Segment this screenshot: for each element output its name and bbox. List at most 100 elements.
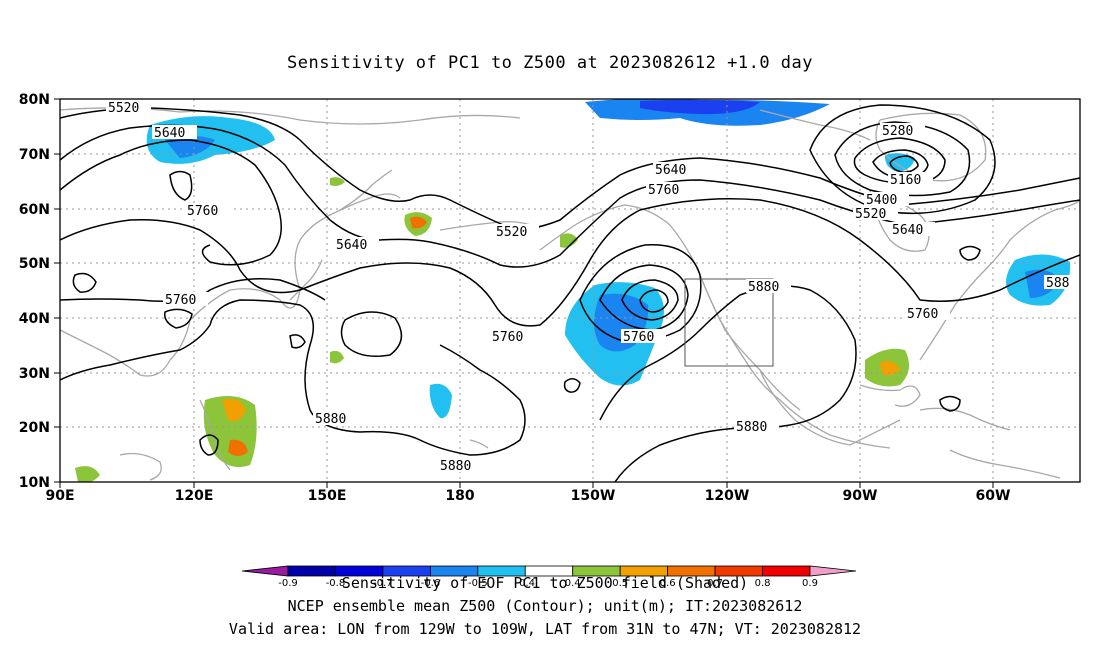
- colorbar-label: 0.6: [660, 578, 676, 589]
- colorbar-bin-11: [762, 565, 811, 577]
- colorbar-label: -0.9: [278, 578, 298, 589]
- contour-label-13: 5880: [746, 279, 791, 295]
- shade-phil-orange: [222, 398, 246, 422]
- coast-hudson: [869, 189, 930, 252]
- lat-label-20n: 20N: [19, 420, 50, 436]
- shade-phil-orange2: [228, 439, 248, 456]
- colorbar-label: -0.7: [373, 578, 393, 589]
- contour-label-1: 5520: [106, 100, 151, 116]
- contour-label-12: 5760: [621, 329, 666, 345]
- svg-text:5280: 5280: [882, 124, 913, 139]
- contour-hawaii-high: [340, 311, 403, 357]
- svg-text:5760: 5760: [623, 330, 654, 345]
- contour-low-core: [639, 289, 669, 313]
- svg-text:5880: 5880: [440, 459, 471, 474]
- lat-label-10n: 10N: [19, 475, 50, 491]
- latitude-labels: 80N 70N 60N 50N 40N 30N 20N 10N: [19, 92, 50, 491]
- lon-label-90w: 90W: [843, 488, 878, 504]
- contour-label-11: 5760: [490, 329, 535, 345]
- svg-text:5640: 5640: [892, 223, 923, 238]
- contour-label-19: 5760: [905, 306, 950, 322]
- contour-label-15: 5160: [888, 172, 933, 188]
- colorbar-bin-0: [241, 565, 289, 577]
- lon-label-150w: 150W: [571, 488, 616, 504]
- contour-label-16: 5400: [864, 192, 909, 208]
- lat-label-30n: 30N: [19, 366, 50, 382]
- shade-arctic-dark: [640, 99, 760, 115]
- map-area: 5520 5640 5760 5640 5760 5880 5880 5520 …: [60, 99, 1080, 482]
- contour-label-4: 5640: [334, 237, 379, 253]
- coast-japan: [289, 259, 323, 301]
- contour-label-17: 5520: [853, 206, 898, 222]
- footer-line-1: Sensitivity of EOF PC1 to Z500 field (Sh…: [342, 574, 748, 592]
- contour-label-8: 5520: [494, 224, 539, 240]
- colorbar-bin-12: [809, 565, 857, 577]
- colorbar-label: -0.4: [516, 578, 536, 589]
- footer-line-3: Valid area: LON from 129W to 109W, LAT f…: [229, 620, 861, 638]
- lat-label-80n: 80N: [19, 92, 50, 108]
- contour-small-7: [959, 245, 981, 261]
- svg-text:5640: 5640: [154, 126, 185, 141]
- svg-text:5760: 5760: [907, 307, 938, 322]
- colorbar-label: 0.7: [707, 578, 723, 589]
- coast-gulf: [859, 384, 921, 407]
- svg-text:5760: 5760: [187, 204, 218, 219]
- contour-low-mid: [599, 264, 689, 331]
- svg-text:5400: 5400: [866, 193, 897, 208]
- coast-asia-east: [60, 193, 401, 377]
- colorbar-label: 0.4: [565, 578, 581, 589]
- svg-text:5640: 5640: [336, 238, 367, 253]
- map-frame: [59, 98, 1081, 483]
- contour-label-21: 588: [1044, 275, 1080, 291]
- footer: Sensitivity of EOF PC1 to Z500 field (Sh…: [229, 574, 861, 638]
- lon-label-120e: 120E: [175, 488, 214, 504]
- contour-small-8: [169, 170, 193, 201]
- svg-text:5160: 5160: [890, 173, 921, 188]
- contour-5880-east: [599, 285, 857, 482]
- colorbar-label: 0.9: [802, 578, 818, 589]
- svg-text:5880: 5880: [748, 280, 779, 295]
- coast-borneo: [119, 452, 162, 481]
- shade-kamchatka-green: [330, 177, 345, 186]
- shade-gulf-orange: [880, 361, 900, 376]
- footer-line-2: NCEP ensemble mean Z500 (Contour); unit(…: [288, 597, 803, 615]
- shade-alaska-green: [560, 233, 578, 248]
- lon-label-90e: 90E: [45, 488, 74, 504]
- contour-small-1: [72, 272, 97, 293]
- contour-5760-south: [60, 278, 326, 302]
- lat-label-50n: 50N: [19, 256, 50, 272]
- coast-kamchatka: [339, 169, 393, 211]
- svg-text:5760: 5760: [648, 183, 679, 198]
- svg-text:5520: 5520: [496, 225, 527, 240]
- svg-text:5640: 5640: [655, 163, 686, 178]
- coast-philippines: [199, 399, 231, 471]
- colorbar-label: -0.8: [326, 578, 346, 589]
- colorbar-bin-1: [287, 565, 336, 577]
- contour-small-4: [199, 434, 219, 456]
- contour-low-outer: [579, 244, 702, 342]
- contour-label-2: 5640: [152, 125, 197, 141]
- colorbar: -0.9 -0.8 -0.7 -0.6 -0.5 -0.4 0.4 0.5 0.6 0.7 0.8 0…: [241, 565, 857, 589]
- svg-text:5520: 5520: [855, 207, 886, 222]
- lat-label-60n: 60N: [19, 202, 50, 218]
- lon-label-150e: 150E: [308, 488, 347, 504]
- shade-mid-pacific-blue: [429, 383, 452, 419]
- svg-text:5880: 5880: [736, 420, 767, 435]
- contour-label-3: 5760: [185, 203, 230, 219]
- lat-label-70n: 70N: [19, 147, 50, 163]
- svg-text:588: 588: [1046, 276, 1069, 291]
- valid-area-box: [684, 278, 774, 367]
- longitude-labels: 90E 120E 150E 180 150W 120W 90W 60W: [45, 488, 1010, 504]
- map-title: Sensitivity of PC1 to Z500 at 2023082612…: [287, 53, 813, 73]
- contour-small-6: [939, 395, 961, 412]
- coast-mexico: [759, 369, 901, 446]
- colorbar-label: -0.5: [468, 578, 488, 589]
- lon-label-180: 180: [445, 488, 474, 504]
- lon-label-120w: 120W: [705, 488, 750, 504]
- svg-text:5760: 5760: [165, 293, 196, 308]
- contour-greenland-low-3: [853, 137, 946, 185]
- contour-5760-mid: [60, 198, 1080, 327]
- colorbar-label: 0.5: [612, 578, 628, 589]
- contour-label-10: 5760: [646, 182, 691, 198]
